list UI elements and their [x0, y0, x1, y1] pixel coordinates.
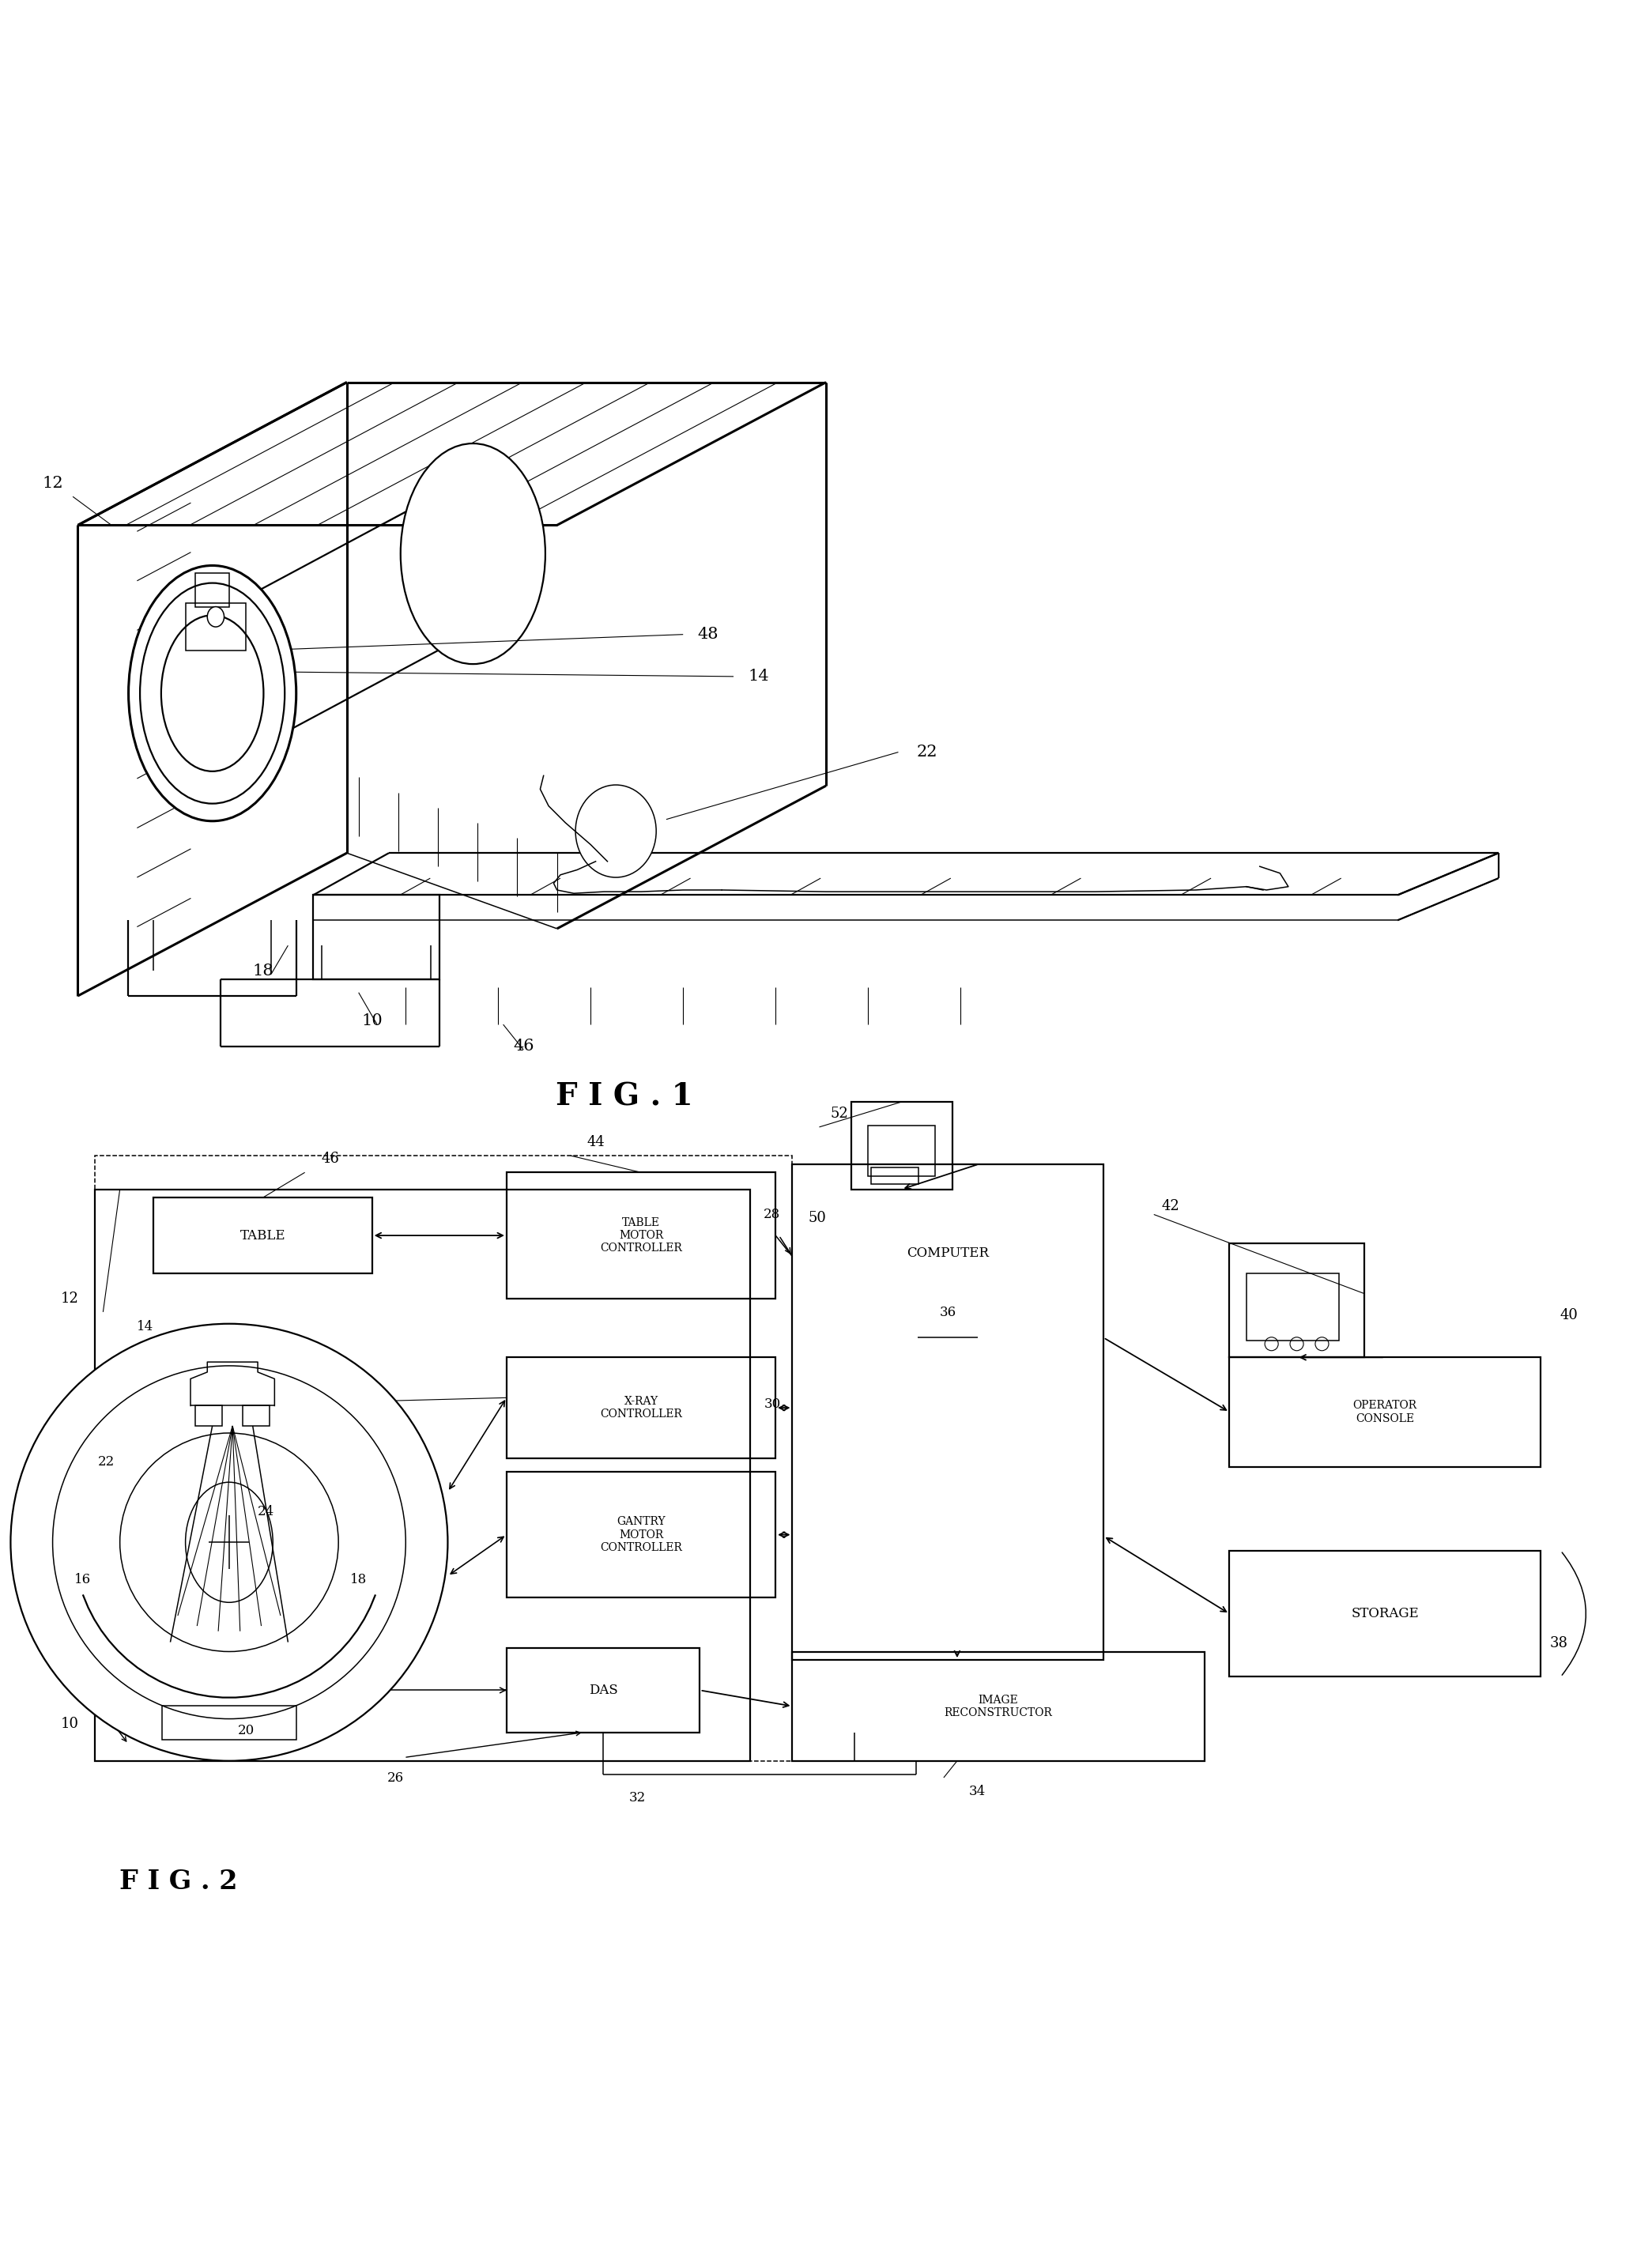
Text: 34: 34 — [970, 1784, 986, 1797]
Ellipse shape — [162, 615, 264, 772]
Ellipse shape — [400, 444, 545, 664]
Text: COMPUTER: COMPUTER — [907, 1248, 990, 1261]
Text: 30: 30 — [763, 1398, 781, 1411]
Text: 24: 24 — [258, 1506, 274, 1519]
Bar — [867, 1124, 935, 1176]
Bar — [871, 1167, 919, 1185]
Text: OPERATOR
CONSOLE: OPERATOR CONSOLE — [1353, 1400, 1417, 1425]
Bar — [851, 1102, 952, 1189]
Circle shape — [121, 1434, 339, 1652]
Text: 10: 10 — [61, 1717, 79, 1730]
Text: DAS: DAS — [588, 1683, 618, 1696]
Bar — [243, 1405, 269, 1425]
Text: 40: 40 — [1559, 1308, 1578, 1322]
Bar — [94, 1156, 793, 1762]
Text: 44: 44 — [586, 1135, 605, 1149]
Ellipse shape — [185, 1483, 273, 1602]
Bar — [162, 1705, 296, 1739]
Text: 38: 38 — [1550, 1636, 1568, 1649]
Bar — [195, 572, 230, 606]
Bar — [185, 604, 246, 651]
Text: 48: 48 — [697, 626, 719, 642]
Text: 32: 32 — [629, 1791, 646, 1804]
Bar — [314, 895, 439, 978]
Text: 52: 52 — [831, 1106, 849, 1120]
Text: 28: 28 — [763, 1207, 781, 1221]
Bar — [1246, 1272, 1338, 1340]
Circle shape — [10, 1324, 448, 1762]
Bar — [507, 1171, 775, 1299]
Bar — [94, 1189, 750, 1762]
Text: 12: 12 — [61, 1290, 79, 1306]
Bar — [793, 1165, 1104, 1661]
Text: 36: 36 — [940, 1306, 957, 1319]
Ellipse shape — [206, 606, 225, 626]
Text: 46: 46 — [512, 1039, 534, 1055]
Text: 26: 26 — [387, 1771, 405, 1784]
Text: 16: 16 — [74, 1573, 91, 1587]
Text: 10: 10 — [362, 1014, 383, 1028]
Text: F I G . 2: F I G . 2 — [119, 1869, 238, 1894]
Bar — [195, 1405, 223, 1425]
Text: GANTRY
MOTOR
CONTROLLER: GANTRY MOTOR CONTROLLER — [600, 1517, 682, 1553]
Text: TABLE
MOTOR
CONTROLLER: TABLE MOTOR CONTROLLER — [600, 1216, 682, 1254]
Bar — [1229, 1551, 1541, 1676]
Bar — [507, 1358, 775, 1459]
Text: 14: 14 — [748, 669, 770, 684]
Text: 18: 18 — [253, 963, 273, 978]
Text: 46: 46 — [320, 1151, 339, 1167]
Bar — [1229, 1358, 1541, 1468]
Ellipse shape — [140, 583, 284, 803]
Ellipse shape — [129, 565, 296, 821]
Bar — [507, 1649, 700, 1732]
Text: TABLE: TABLE — [240, 1230, 286, 1243]
Text: X-RAY
CONTROLLER: X-RAY CONTROLLER — [600, 1396, 682, 1420]
Bar — [154, 1198, 372, 1272]
Text: 22: 22 — [917, 745, 937, 761]
Text: STORAGE: STORAGE — [1351, 1607, 1419, 1620]
Text: 42: 42 — [1161, 1198, 1180, 1214]
Text: 18: 18 — [350, 1573, 367, 1587]
Text: IMAGE
RECONSTRUCTOR: IMAGE RECONSTRUCTOR — [945, 1694, 1052, 1719]
Bar — [1229, 1243, 1365, 1358]
Text: 20: 20 — [238, 1723, 254, 1737]
Ellipse shape — [575, 785, 656, 877]
Text: F I G . 1: F I G . 1 — [555, 1082, 692, 1111]
Text: 12: 12 — [41, 476, 63, 491]
Text: 50: 50 — [808, 1212, 826, 1225]
Bar — [793, 1652, 1204, 1762]
Text: 22: 22 — [97, 1454, 116, 1468]
Text: 14: 14 — [137, 1319, 154, 1333]
Bar — [507, 1472, 775, 1598]
